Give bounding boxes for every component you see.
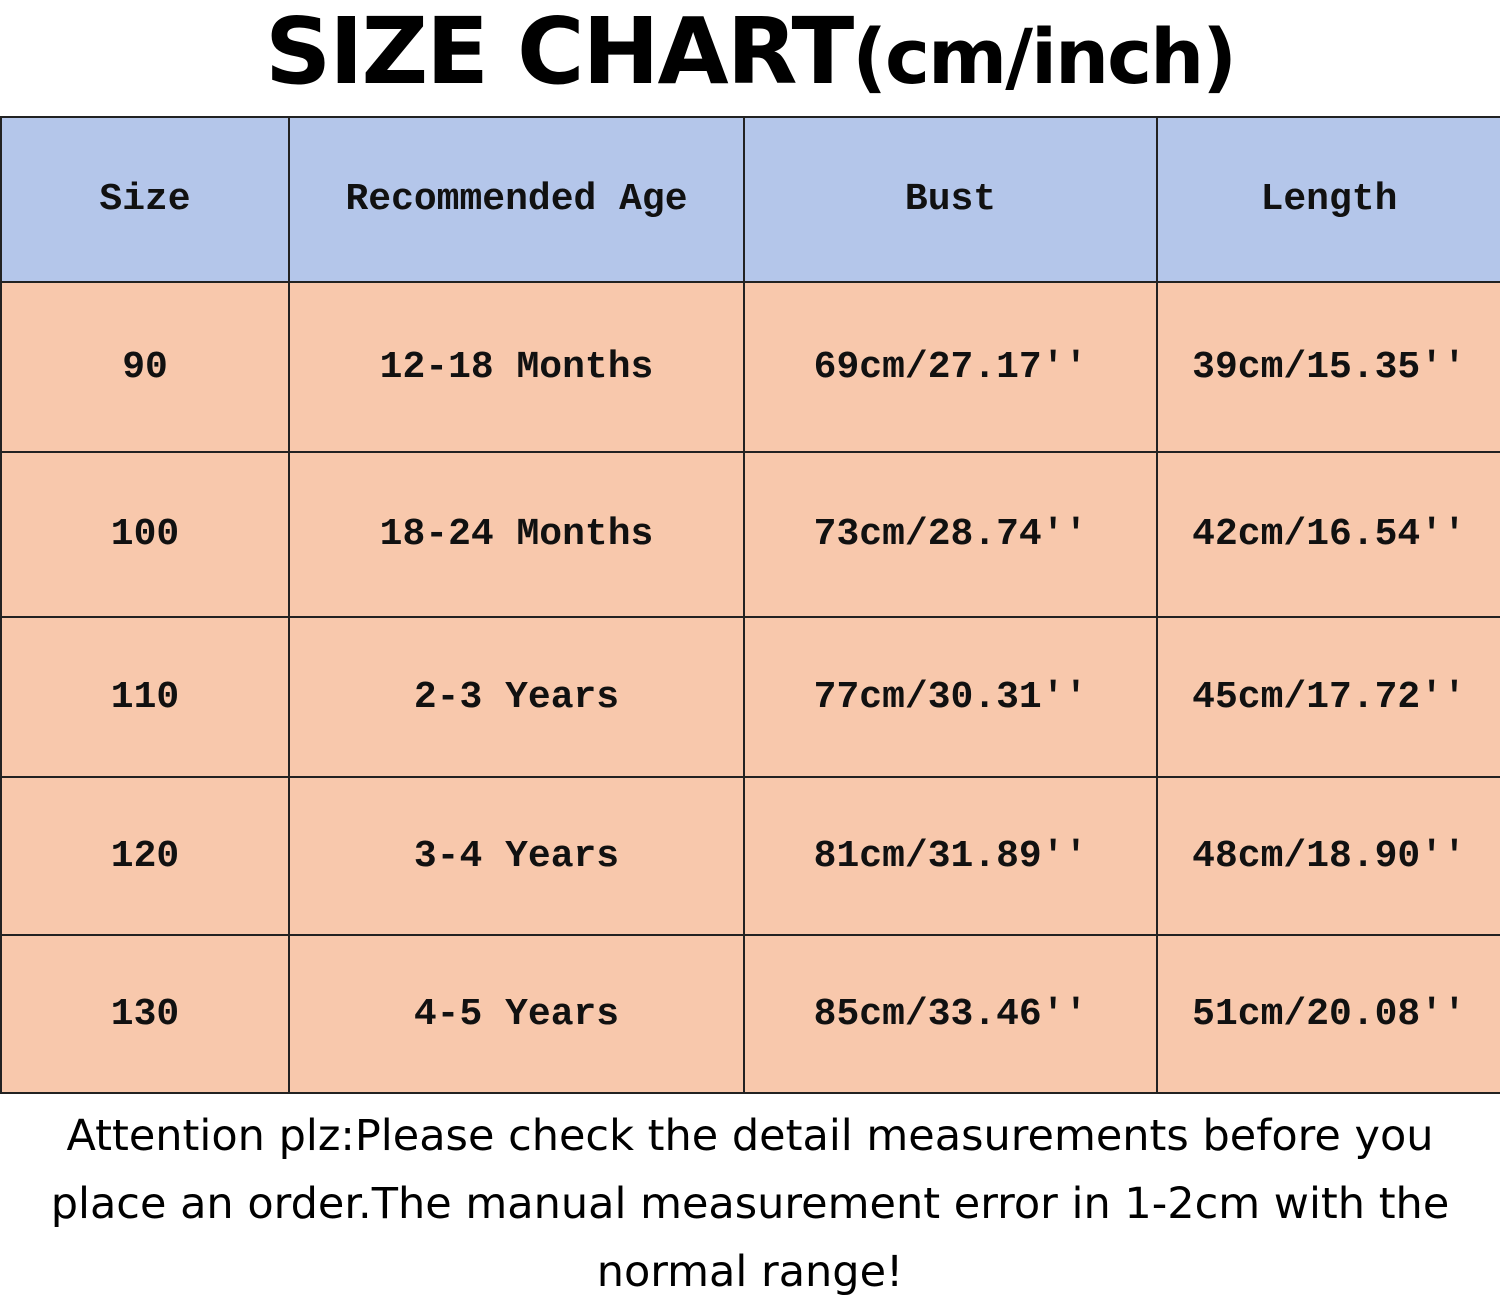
size-table: Size Recommended Age Bust Length 90 12-18 Mon… (0, 116, 1500, 1094)
title-text: SIZE CHART (264, 0, 854, 105)
row: 130 4-5 Years 85cm/33.46'' 51cm/20.08'' (0, 934, 1500, 1094)
cell: 48cm/18.90'' (1156, 776, 1500, 936)
row: 120 3-4 Years 81cm/31.89'' 48cm/18.90'' (0, 776, 1500, 936)
title: SIZE CHART(cm/inch) (0, 0, 1500, 116)
cell: 69cm/27.17'' (743, 281, 1158, 453)
cell: 18-24 Months (288, 451, 745, 618)
cell: 12-18 Months (288, 281, 745, 453)
column-header: Bust (743, 116, 1158, 283)
note: Attention plz:Please check the detail me… (50, 1111, 1450, 1297)
column-header: Size (0, 116, 290, 283)
title-unit: (cm/inch) (852, 12, 1237, 101)
cell: 110 (0, 616, 290, 778)
cell: 73cm/28.74'' (743, 451, 1158, 618)
cell: 42cm/16.54'' (1156, 451, 1500, 618)
cell: 45cm/17.72'' (1156, 616, 1500, 778)
row: 110 2-3 Years 77cm/30.31'' 45cm/17.72'' (0, 616, 1500, 778)
cell: 4-5 Years (288, 934, 745, 1094)
cell: 3-4 Years (288, 776, 745, 936)
cell: 85cm/33.46'' (743, 934, 1158, 1094)
cell: 81cm/31.89'' (743, 776, 1158, 936)
cell: 120 (0, 776, 290, 936)
row: 90 12-18 Months 69cm/27.17'' 39cm/15.35'' (0, 281, 1500, 453)
cell: 130 (0, 934, 290, 1094)
cell: 2-3 Years (288, 616, 745, 778)
cell: 39cm/15.35'' (1156, 281, 1500, 453)
cell: 77cm/30.31'' (743, 616, 1158, 778)
cell: 51cm/20.08'' (1156, 934, 1500, 1094)
cell: 100 (0, 451, 290, 618)
cell: 90 (0, 281, 290, 453)
column-header: Recommended Age (288, 116, 745, 283)
column-header: Length (1156, 116, 1500, 283)
row: 100 18-24 Months 73cm/28.74'' 42cm/16.54'' (0, 451, 1500, 618)
